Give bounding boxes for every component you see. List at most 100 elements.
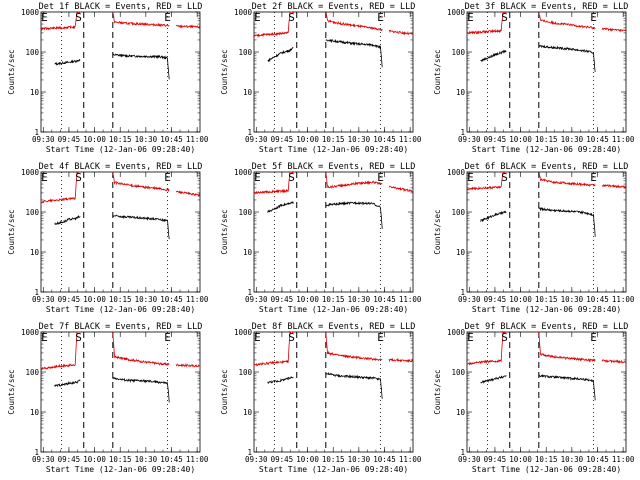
marker-s: S <box>501 171 508 184</box>
marker-s: S <box>288 11 295 24</box>
plot-frame <box>40 11 201 133</box>
x-tick-label: 11:00 <box>186 455 209 464</box>
series-events-line <box>538 44 596 73</box>
y-tick-label: 1 <box>247 288 252 297</box>
plot-frame <box>40 171 201 293</box>
x-tick-label: 09:45 <box>484 135 507 144</box>
y-tick-label: 10 <box>243 88 253 97</box>
x-tick-label: 10:15 <box>535 135 558 144</box>
series-events-line <box>480 49 507 62</box>
panel-title: Det 4f BLACK = Events, RED = LLD <box>39 162 203 172</box>
x-axis-label: Start Time (12-Jan-06 09:28:40) <box>472 465 621 474</box>
marker-e: E <box>467 171 474 184</box>
x-tick-label: 10:15 <box>535 455 558 464</box>
x-tick-label: 10:15 <box>322 295 345 304</box>
series-lld-line <box>388 29 414 36</box>
y-tick-label: 1 <box>247 448 252 457</box>
x-tick-label: 09:30 <box>245 135 268 144</box>
x-tick-label: 10:30 <box>561 295 584 304</box>
x-tick-label: 10:45 <box>373 135 396 144</box>
series-events-line <box>538 373 596 401</box>
series-lld-line <box>467 11 507 35</box>
series-lld-line <box>40 11 81 32</box>
series-events-line <box>54 379 81 388</box>
series-lld-line <box>175 24 201 29</box>
x-tick-label: 10:00 <box>296 135 319 144</box>
series-lld-line <box>388 185 414 193</box>
x-axis-label: Start Time (12-Jan-06 09:28:40) <box>259 145 408 154</box>
series-events-line <box>112 53 170 80</box>
marker-s: S <box>501 331 508 344</box>
y-tick-label: 100 <box>451 208 465 217</box>
y-axis-label: Counts/sec <box>433 209 442 254</box>
x-tick-label: 10:45 <box>586 455 609 464</box>
series-lld-line <box>325 12 383 32</box>
x-tick-label: 10:00 <box>296 455 319 464</box>
plot-frame <box>253 331 414 453</box>
y-tick-label: 1000 <box>447 328 466 337</box>
x-tick-label: 10:30 <box>561 135 584 144</box>
detector-panel-8: Det 8f BLACK = Events, RED = LLD 1 10 100 10… <box>220 322 422 474</box>
x-tick-label: 10:45 <box>373 295 396 304</box>
series-events-line <box>54 214 81 226</box>
x-tick-label: 09:30 <box>32 295 55 304</box>
x-tick-label: 10:00 <box>83 295 106 304</box>
series-lld-line <box>601 359 627 364</box>
y-tick-label: 1000 <box>21 168 40 177</box>
detector-panel-4: Det 4f BLACK = Events, RED = LLD 1 10 100 10… <box>7 162 209 314</box>
y-tick-label: 100 <box>25 208 39 217</box>
marker-e: E <box>590 171 597 184</box>
series-lld-line <box>253 171 294 195</box>
series-events-line <box>267 200 294 213</box>
y-tick-label: 10 <box>243 248 253 257</box>
y-tick-label: 1000 <box>234 328 253 337</box>
y-tick-label: 100 <box>238 208 252 217</box>
y-tick-label: 100 <box>451 368 465 377</box>
series-lld-line <box>601 183 627 189</box>
plot-frame <box>466 331 627 453</box>
y-tick-label: 10 <box>456 248 466 257</box>
marker-e: E <box>590 331 597 344</box>
y-tick-label: 10 <box>243 408 253 417</box>
series-lld-line <box>466 330 507 366</box>
series-lld-line <box>601 27 627 33</box>
x-tick-label: 10:45 <box>160 135 183 144</box>
series-lld-line <box>325 171 383 190</box>
plot-frame <box>466 171 627 293</box>
series-events-line <box>325 38 383 68</box>
series-events-line <box>480 375 507 384</box>
detector-panel-3: Det 3f BLACK = Events, RED = LLD 1 10 100 10… <box>433 2 635 154</box>
marker-e: E <box>41 171 48 184</box>
series-lld-line <box>466 171 507 191</box>
x-tick-label: 09:45 <box>271 295 294 304</box>
x-tick-label: 11:00 <box>612 135 635 144</box>
series-lld-line <box>112 171 170 193</box>
x-tick-label: 10:45 <box>586 295 609 304</box>
x-tick-label: 10:30 <box>135 295 158 304</box>
y-tick-label: 100 <box>238 368 252 377</box>
y-tick-label: 1 <box>460 128 465 137</box>
marker-e: E <box>377 331 384 344</box>
series-events-line <box>112 214 170 240</box>
y-tick-label: 1000 <box>447 8 466 17</box>
plot-frame <box>253 11 414 133</box>
x-tick-label: 09:30 <box>458 295 481 304</box>
series-lld-line <box>112 332 170 366</box>
y-tick-label: 100 <box>451 48 465 57</box>
x-tick-label: 10:30 <box>348 135 371 144</box>
marker-s: S <box>75 171 82 184</box>
y-axis-label: Counts/sec <box>433 49 442 94</box>
series-lld-line <box>40 170 81 204</box>
series-lld-line <box>538 331 596 363</box>
x-tick-label: 10:15 <box>109 295 132 304</box>
x-tick-label: 10:15 <box>322 135 345 144</box>
x-tick-label: 09:30 <box>458 455 481 464</box>
y-tick-label: 1 <box>460 288 465 297</box>
x-tick-label: 10:45 <box>160 455 183 464</box>
marker-e: E <box>590 11 597 24</box>
detector-panel-6: Det 6f BLACK = Events, RED = LLD 1 10 100 10… <box>433 162 635 314</box>
marker-e: E <box>164 171 171 184</box>
y-tick-label: 1000 <box>234 168 253 177</box>
y-tick-label: 1 <box>34 128 39 137</box>
